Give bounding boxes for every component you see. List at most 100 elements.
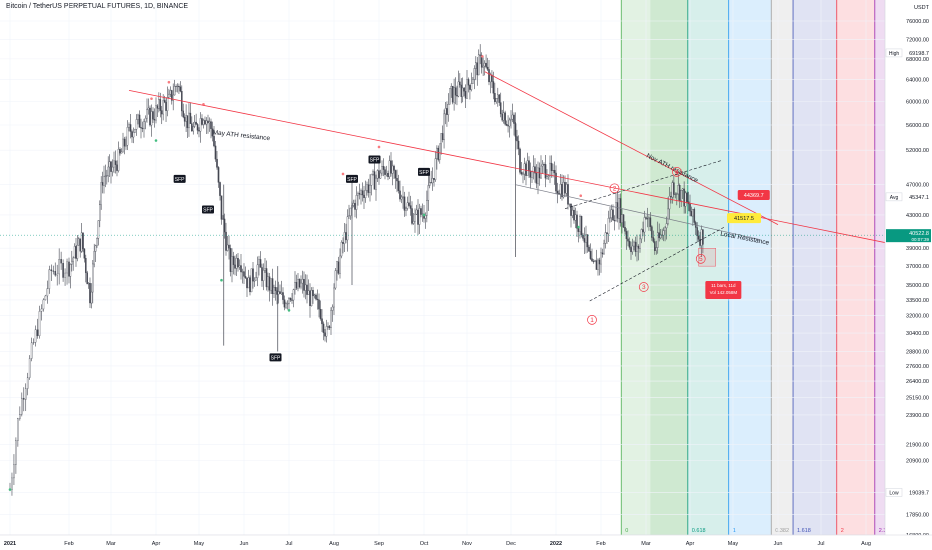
candle-body	[677, 185, 680, 195]
x-axis-tick: Sep	[374, 541, 384, 547]
candle-body	[553, 170, 556, 174]
candle-body	[488, 69, 490, 83]
fib-zone-label: 1.618	[797, 528, 811, 534]
candle-body	[24, 388, 27, 400]
candle-body	[396, 178, 398, 182]
candle-body	[185, 115, 187, 122]
candle-body	[434, 158, 437, 180]
candle-body	[60, 259, 62, 264]
candle-body	[489, 74, 492, 83]
candle-body	[355, 195, 358, 210]
candle-body	[114, 160, 117, 165]
candle-body	[321, 318, 323, 325]
candle-body	[388, 160, 391, 178]
candle-body	[116, 164, 118, 171]
candle-body	[367, 184, 370, 193]
candle-body	[544, 164, 547, 179]
candle-body	[603, 243, 605, 255]
candle-body	[437, 147, 440, 160]
candle-body	[144, 117, 147, 122]
x-axis-tick: 2022	[550, 541, 562, 547]
candle-body	[283, 299, 286, 308]
candle-body	[158, 99, 160, 109]
last-price-value: 40522.8	[909, 231, 929, 237]
candle-body	[491, 74, 493, 82]
candle-body	[101, 182, 104, 186]
candle-body	[543, 164, 545, 166]
candle-body	[498, 94, 501, 103]
y-marker-tag-text: High	[889, 51, 900, 57]
candle-body	[261, 267, 263, 281]
x-axis-tick: Jun	[240, 541, 249, 547]
candle-body	[645, 217, 647, 219]
candle-body	[79, 238, 81, 252]
y-marker-value-bg	[903, 488, 931, 497]
candle-body	[32, 342, 35, 344]
candle-body	[460, 84, 463, 97]
candle-body	[667, 208, 669, 224]
candle-body	[486, 66, 489, 70]
candle-body	[143, 121, 145, 129]
candle-body	[589, 250, 592, 259]
candle-body	[339, 255, 341, 274]
candle-body	[633, 241, 635, 247]
candle-body	[600, 252, 602, 265]
x-axis-tick: Oct	[420, 541, 429, 547]
candle-body	[684, 192, 687, 207]
candle-body	[166, 97, 169, 111]
candle-body	[690, 211, 693, 217]
candle-body	[426, 200, 428, 216]
candle-body	[82, 232, 84, 250]
candle-body	[192, 126, 195, 132]
candle-body	[182, 110, 185, 118]
candle-body	[621, 214, 623, 224]
candle-body	[196, 124, 199, 131]
candle-body	[562, 182, 565, 198]
candle-body	[651, 226, 653, 238]
candle-body	[80, 232, 83, 252]
candle-body	[15, 440, 17, 465]
candle-body	[160, 110, 163, 115]
x-axis-panel	[0, 535, 932, 550]
candle-body	[156, 105, 159, 109]
x-axis-tick: Apr	[686, 541, 695, 547]
candle-body	[135, 119, 138, 130]
candle-body	[38, 311, 41, 337]
fib-zone-band	[687, 0, 729, 535]
candle-body	[476, 62, 479, 76]
candle-body	[270, 278, 272, 291]
candle-body	[418, 208, 421, 225]
candle-body	[159, 99, 162, 111]
signal-dot	[577, 225, 580, 229]
candle-body	[309, 290, 311, 307]
candle-body	[249, 277, 251, 293]
candle-body	[549, 162, 551, 176]
candle-body	[310, 290, 313, 307]
candle-body	[643, 217, 646, 233]
candle-body	[499, 102, 502, 115]
candle-body	[173, 86, 176, 96]
candle-body	[440, 133, 442, 145]
candle-body	[312, 290, 314, 297]
sfp-badge	[346, 174, 358, 183]
candle-body	[656, 232, 659, 248]
candle-body	[228, 244, 230, 249]
candle-body	[357, 192, 359, 196]
candle-body	[640, 229, 643, 240]
candle-body	[665, 223, 668, 229]
candle-body	[406, 202, 409, 209]
x-axis-tick: Aug	[329, 541, 339, 547]
candle-body	[394, 170, 397, 179]
candle-body	[52, 270, 55, 272]
y-axis-tick: 20900.00	[906, 459, 929, 465]
candle-body	[131, 131, 133, 138]
candle-body	[479, 54, 481, 56]
sfp-badge	[368, 155, 381, 164]
candle-body	[19, 414, 21, 419]
candle-body	[298, 279, 301, 288]
candle-body	[376, 170, 379, 179]
candle-body	[595, 260, 598, 270]
sfp-badge	[173, 174, 186, 183]
